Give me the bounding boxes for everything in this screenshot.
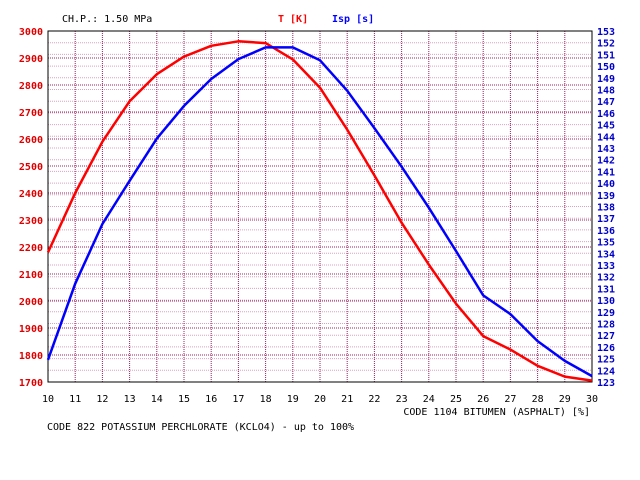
x-tick-label: 15 (178, 394, 190, 405)
right-tick-label: 130 (597, 296, 615, 307)
x-tick-label: 24 (423, 394, 435, 405)
right-tick-label: 139 (597, 191, 615, 202)
right-tick-label: 149 (597, 74, 615, 85)
x-tick-label: 27 (504, 394, 516, 405)
right-tick-label: 146 (597, 109, 615, 120)
x-tick-label: 14 (151, 394, 163, 405)
left-tick-label: 3000 (19, 27, 43, 38)
x-tick-label: 25 (450, 394, 462, 405)
x-tick-label: 17 (232, 394, 244, 405)
left-tick-label: 2200 (19, 243, 43, 254)
left-axis-ticks: 3000 2900 2800 2700 2600 2500 2400 2300 2200 2100… (19, 27, 43, 389)
x-tick-label: 21 (341, 394, 353, 405)
left-tick-label: 1900 (19, 324, 43, 335)
legend-specific-impulse: Isp [s] (332, 14, 374, 25)
right-tick-label: 125 (597, 355, 615, 366)
right-tick-label: 144 (597, 132, 615, 143)
left-tick-label: 2600 (19, 135, 43, 146)
right-tick-label: 133 (597, 261, 615, 272)
right-tick-label: 148 (597, 86, 615, 97)
series-lines (46, 40, 593, 382)
x-tick-label: 16 (205, 394, 217, 405)
right-tick-label: 141 (597, 167, 615, 178)
right-tick-label: 129 (597, 308, 615, 319)
x-tick-label: 29 (559, 394, 571, 405)
legend-temperature: T [K] (278, 14, 308, 25)
right-tick-label: 143 (597, 144, 615, 155)
right-tick-label: 145 (597, 121, 615, 132)
right-tick-label: 151 (597, 50, 615, 61)
right-tick-label: 136 (597, 226, 615, 237)
series-temperature-line (46, 40, 593, 382)
right-tick-label: 126 (597, 343, 615, 354)
left-tick-label: 2700 (19, 108, 43, 119)
right-tick-label: 147 (597, 97, 615, 108)
left-tick-label: 2400 (19, 189, 43, 200)
x-tick-label: 11 (69, 394, 81, 405)
right-tick-label: 140 (597, 179, 615, 190)
left-tick-label: 2100 (19, 270, 43, 281)
x-tick-label: 23 (396, 394, 408, 405)
right-tick-label: 150 (597, 62, 615, 73)
x-tick-label: 30 (586, 394, 598, 405)
right-tick-label: 137 (597, 214, 615, 225)
right-tick-label: 134 (597, 249, 615, 260)
right-tick-label: 128 (597, 320, 615, 331)
x-tick-label: 22 (368, 394, 380, 405)
x-tick-label: 26 (477, 394, 489, 405)
x-tick-label: 19 (287, 394, 299, 405)
right-axis-ticks: 1531521511501491481471461451441431421411… (597, 27, 615, 389)
right-tick-label: 135 (597, 238, 615, 249)
right-tick-label: 123 (597, 378, 615, 389)
left-tick-label: 2300 (19, 216, 43, 227)
left-tick-label: 2800 (19, 81, 43, 92)
right-tick-label: 124 (597, 366, 615, 377)
right-tick-label: 153 (597, 27, 615, 38)
right-tick-label: 132 (597, 273, 615, 284)
x-tick-label: 20 (314, 394, 326, 405)
left-tick-label: 1800 (19, 351, 43, 362)
grid (47, 30, 593, 383)
x-tick-label: 12 (96, 394, 108, 405)
x-tick-label: 13 (124, 394, 136, 405)
right-tick-label: 127 (597, 331, 615, 342)
chamber-pressure-label: CH.P.: 1.50 MPa (62, 14, 152, 25)
left-tick-label: 2500 (19, 162, 43, 173)
right-tick-label: 152 (597, 39, 615, 50)
x-tick-label: 10 (42, 394, 54, 405)
oxidizer-label: CODE 822 POTASSIUM PERCHLORATE (KCLO4) -… (47, 422, 354, 433)
x-tick-label: 18 (260, 394, 272, 405)
plot-frame (47, 30, 593, 383)
x-axis-ticks: 10 11 12 13 14 15 16 17 18 19 20 21 22 23 24 25 26 27 28 29… (42, 394, 598, 405)
series-isp-line (46, 46, 593, 378)
left-tick-label: 2000 (19, 297, 43, 308)
x-tick-label: 28 (532, 394, 544, 405)
right-tick-label: 131 (597, 284, 615, 295)
right-tick-label: 142 (597, 156, 615, 167)
left-tick-label: 1700 (19, 378, 43, 389)
right-tick-label: 138 (597, 203, 615, 214)
left-tick-label: 2900 (19, 54, 43, 65)
x-axis-label: CODE 1104 BITUMEN (ASPHALT) [%] (403, 407, 590, 418)
